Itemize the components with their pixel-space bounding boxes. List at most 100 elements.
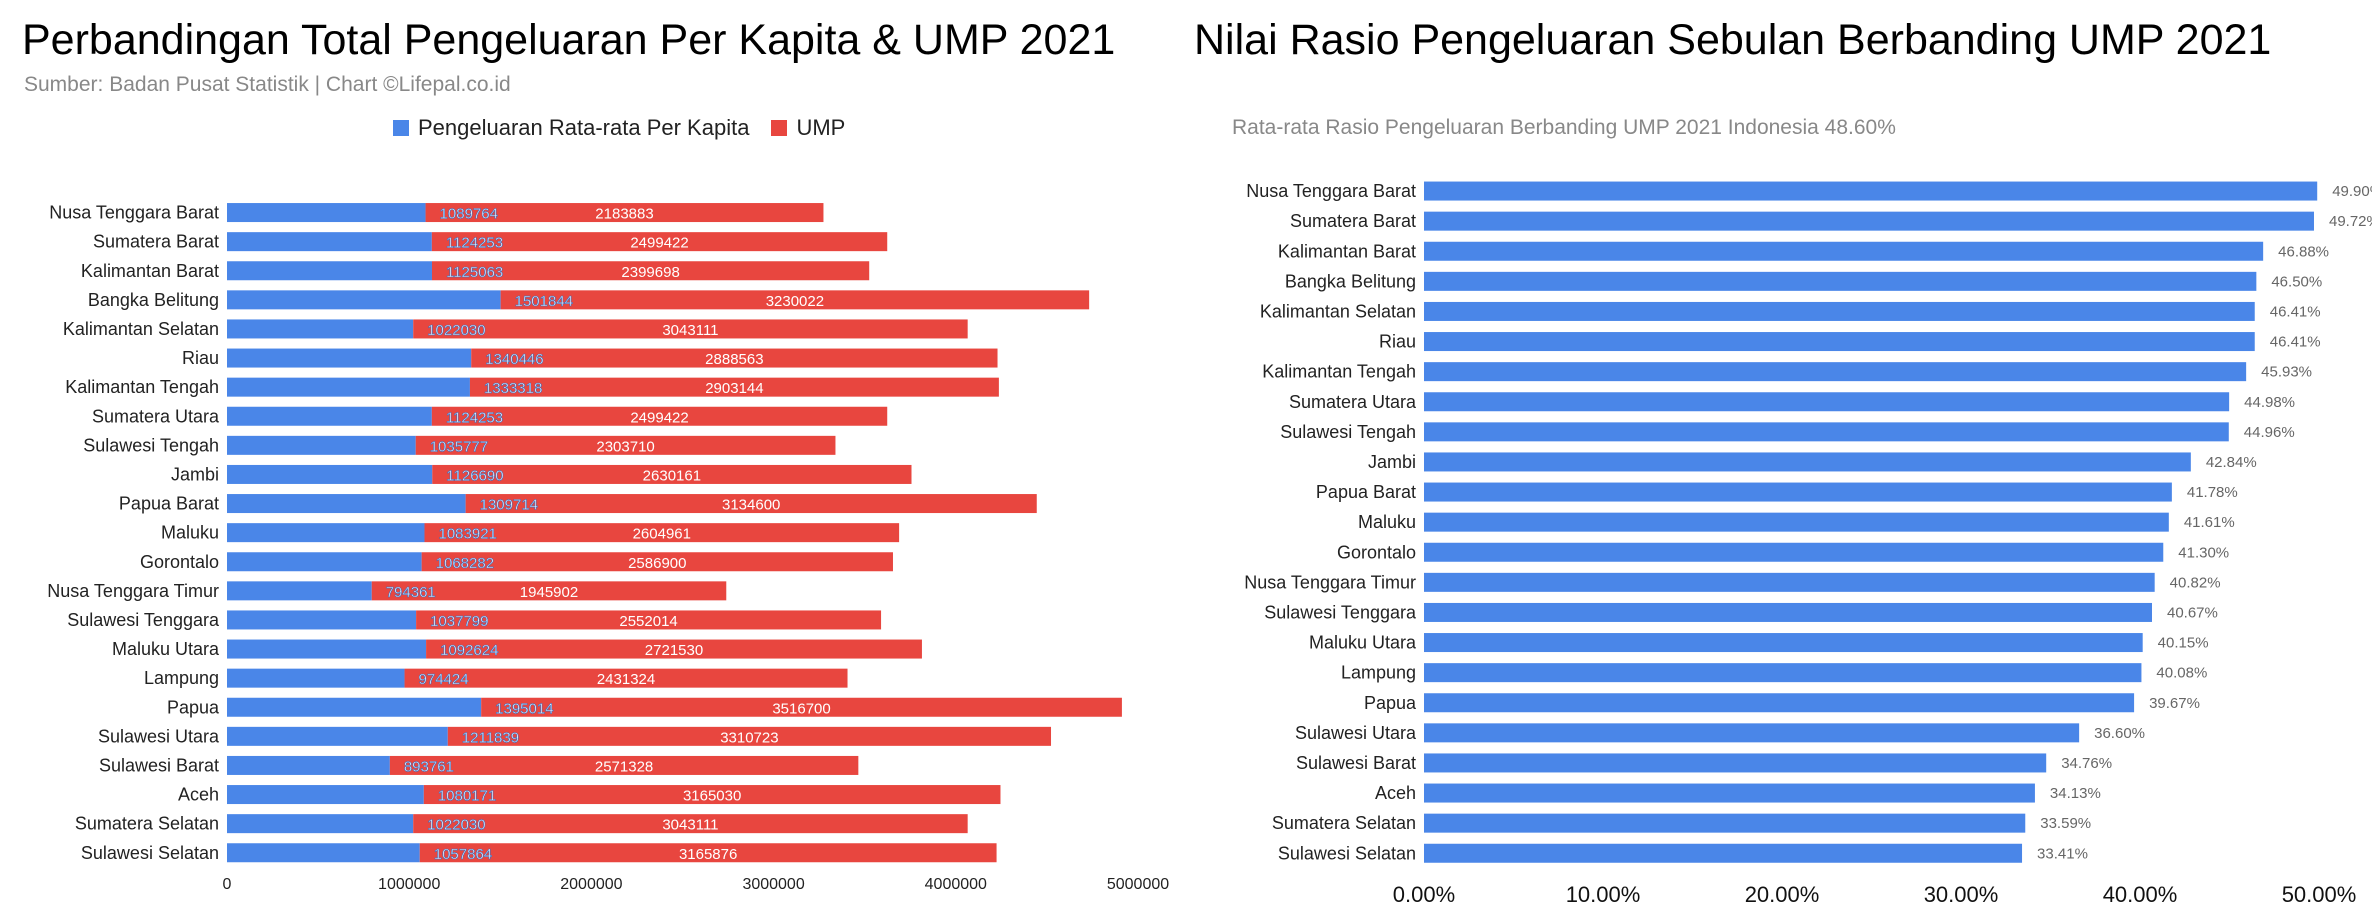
data-label-pengeluaran-riau: 1340446: [485, 351, 543, 368]
bar-ump-nusa-tenggara-barat: [425, 203, 824, 223]
bar-pengeluaran-bangka-belitung: [227, 290, 501, 310]
data-label-rasio-nusa-tenggara-timur: 40.82%: [2170, 574, 2221, 591]
data-label-pengeluaran-sumatera-barat: 1124253: [446, 235, 503, 252]
data-label-rasio-bangka-belitung: 46.50%: [2271, 273, 2322, 290]
category-label-sulawesi-barat: Sulawesi Barat: [99, 755, 219, 775]
category-label-maluku-utara: Maluku Utara: [1309, 633, 1417, 653]
data-label-ump-kalimantan-selatan: 3043111: [662, 322, 718, 339]
left-chart-title: Perbandingan Total Pengeluaran Per Kapit…: [22, 16, 1116, 64]
legend-item-pengeluaran: Pengeluaran Rata-rata Per Kapita: [393, 115, 749, 141]
data-label-pengeluaran-nusa-tenggara-timur: 794361: [386, 584, 436, 601]
category-label-kalimantan-selatan: Kalimantan Selatan: [63, 319, 219, 339]
bar-rasio-gorontalo: [1424, 542, 2164, 562]
data-label-ump-aceh: 3165030: [683, 788, 741, 805]
data-label-ump-sulawesi-barat: 2571328: [595, 758, 653, 775]
data-label-rasio-lampung: 40.08%: [2156, 665, 2207, 682]
data-label-pengeluaran-sumatera-selatan: 1022030: [427, 817, 485, 834]
data-label-pengeluaran-maluku: 1083921: [438, 526, 496, 543]
right-chart-panel: Nilai Rasio Pengeluaran Sebulan Berbandi…: [1190, 0, 2372, 918]
category-label-gorontalo: Gorontalo: [140, 552, 219, 572]
bar-ump-sumatera-barat: [431, 232, 888, 252]
x-tick-label-0: 0: [223, 876, 232, 893]
x-tick-label-0: 0.00%: [1393, 882, 1455, 907]
category-label-sulawesi-selatan: Sulawesi Selatan: [1278, 843, 1416, 863]
bar-ump-kalimantan-selatan: [413, 319, 968, 339]
bar-pengeluaran-sumatera-barat: [227, 232, 432, 252]
category-label-kalimantan-tengah: Kalimantan Tengah: [1262, 362, 1416, 382]
category-label-sulawesi-tengah: Sulawesi Tengah: [1280, 422, 1416, 442]
data-label-pengeluaran-sulawesi-selatan: 1057864: [434, 846, 492, 863]
bar-pengeluaran-kalimantan-selatan: [227, 319, 414, 339]
data-label-ump-sulawesi-tengah: 2303710: [596, 438, 654, 455]
data-label-ump-riau: 2888563: [705, 351, 763, 368]
data-label-rasio-sumatera-barat: 49.72%: [2329, 213, 2372, 230]
category-label-sumatera-barat: Sumatera Barat: [1290, 211, 1416, 231]
data-label-pengeluaran-nusa-tenggara-barat: 1089764: [440, 206, 498, 223]
category-label-nusa-tenggara-barat: Nusa Tenggara Barat: [49, 203, 219, 223]
bar-ump-papua: [481, 697, 1122, 717]
x-tick-label-2: 20.00%: [1745, 882, 1820, 907]
right-chart-title: Nilai Rasio Pengeluaran Sebulan Berbandi…: [1194, 16, 2272, 64]
bar-ump-aceh: [423, 785, 1001, 805]
bar-pengeluaran-kalimantan-barat: [227, 261, 432, 281]
bar-pengeluaran-sulawesi-barat: [227, 755, 390, 775]
bar-rasio-bangka-belitung: [1424, 271, 2257, 291]
bar-rasio-maluku-utara: [1424, 633, 2143, 653]
category-label-nusa-tenggara-timur: Nusa Tenggara Timur: [1244, 572, 1416, 592]
category-label-maluku: Maluku: [1358, 512, 1416, 532]
data-label-rasio-gorontalo: 41.30%: [2178, 544, 2229, 561]
data-label-ump-sulawesi-tenggara: 2552014: [619, 613, 677, 630]
bar-rasio-jambi: [1424, 452, 2191, 472]
data-label-pengeluaran-jambi: 1126690: [446, 467, 503, 484]
category-label-sulawesi-utara: Sulawesi Utara: [98, 726, 220, 746]
category-label-gorontalo: Gorontalo: [1337, 542, 1416, 562]
category-label-sulawesi-barat: Sulawesi Barat: [1296, 753, 1416, 773]
bar-rasio-sumatera-barat: [1424, 211, 2314, 231]
data-label-rasio-sumatera-utara: 44.98%: [2244, 394, 2295, 411]
category-label-papua: Papua: [167, 697, 220, 717]
bar-ump-sulawesi-tengah: [415, 435, 836, 455]
data-label-rasio-sulawesi-tengah: 44.96%: [2244, 424, 2295, 441]
category-label-nusa-tenggara-barat: Nusa Tenggara Barat: [1246, 181, 1416, 201]
category-label-kalimantan-tengah: Kalimantan Tengah: [65, 377, 219, 397]
data-label-pengeluaran-gorontalo: 1068282: [436, 555, 494, 572]
data-label-pengeluaran-kalimantan-tengah: 1333318: [484, 380, 542, 397]
x-tick-label-1: 1000000: [378, 876, 440, 893]
bar-rasio-nusa-tenggara-timur: [1424, 572, 2155, 592]
data-label-pengeluaran-kalimantan-barat: 1125063: [446, 264, 503, 281]
bar-pengeluaran-aceh: [227, 785, 424, 805]
bar-pengeluaran-sulawesi-tengah: [227, 435, 416, 455]
data-label-ump-sumatera-utara: 2499422: [630, 409, 688, 426]
data-label-pengeluaran-papua-barat: 1309714: [480, 497, 538, 514]
data-label-rasio-aceh: 34.13%: [2050, 785, 2101, 802]
category-label-aceh: Aceh: [178, 785, 219, 805]
left-chart-panel: Perbandingan Total Pengeluaran Per Kapit…: [22, 16, 1169, 893]
bar-ump-riau: [471, 348, 998, 368]
bar-pengeluaran-lampung: [227, 668, 405, 688]
data-label-ump-kalimantan-barat: 2399698: [621, 264, 679, 281]
x-tick-label-5: 5000000: [1107, 876, 1169, 893]
bar-pengeluaran-sulawesi-selatan: [227, 843, 420, 863]
bar-pengeluaran-riau: [227, 348, 472, 368]
bar-ump-kalimantan-barat: [431, 261, 870, 281]
bar-rasio-papua-barat: [1424, 482, 2172, 502]
legend-swatch-pengeluaran: [393, 120, 409, 136]
bar-pengeluaran-sumatera-selatan: [227, 814, 414, 834]
data-label-pengeluaran-maluku-utara: 1092624: [440, 642, 498, 659]
data-label-pengeluaran-sulawesi-utara: 1211839: [462, 729, 519, 746]
bar-rasio-kalimantan-selatan: [1424, 301, 2255, 321]
category-label-aceh: Aceh: [1375, 783, 1416, 803]
bar-pengeluaran-sulawesi-tenggara: [227, 610, 417, 630]
data-label-rasio-maluku-utara: 40.15%: [2158, 635, 2209, 652]
right-chart-subtitle: Rata-rata Rasio Pengeluaran Berbanding U…: [1232, 116, 1896, 139]
bar-ump-papua-barat: [465, 494, 1037, 514]
data-label-pengeluaran-sulawesi-tenggara: 1037799: [430, 613, 488, 630]
bar-pengeluaran-papua-barat: [227, 494, 466, 514]
category-label-sulawesi-utara: Sulawesi Utara: [1295, 723, 1417, 743]
bar-rasio-aceh: [1424, 783, 2035, 803]
data-label-rasio-kalimantan-tengah: 45.93%: [2261, 364, 2312, 381]
data-label-pengeluaran-kalimantan-selatan: 1022030: [427, 322, 485, 339]
bar-pengeluaran-papua: [227, 697, 482, 717]
legend-item-ump: UMP: [771, 115, 845, 141]
category-label-lampung: Lampung: [144, 668, 219, 688]
